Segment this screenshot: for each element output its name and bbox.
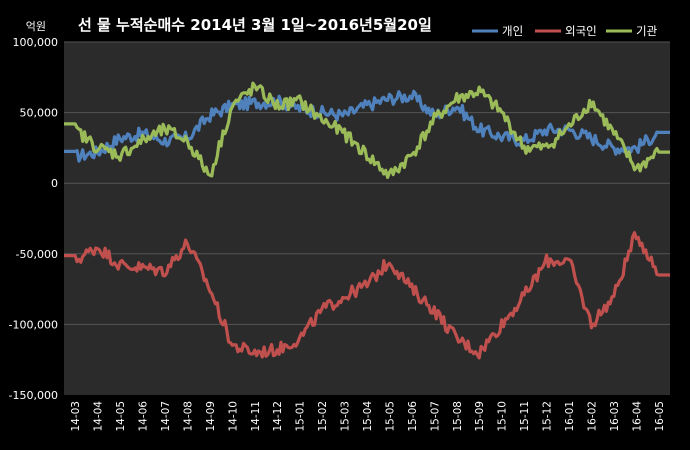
- y-axis: 100,000 50,000 0 -50,000 -100,000 -150,000: [9, 36, 58, 402]
- x-tick-label: 14-03: [70, 401, 82, 432]
- x-tick-label: 14-08: [182, 401, 194, 432]
- x-tick-label: 16-04: [631, 401, 643, 432]
- legend: 개인 외국인 기관: [472, 24, 658, 38]
- x-tick-label: 15-11: [519, 401, 531, 432]
- legend-entry: 기관: [636, 24, 658, 38]
- plot-area: [64, 42, 670, 395]
- x-tick-label: 15-05: [384, 401, 396, 432]
- unit-label: 억원: [26, 20, 46, 33]
- x-tick-label: 14-12: [272, 401, 284, 432]
- series-group: [64, 81, 670, 360]
- x-tick-label: 15-08: [452, 401, 464, 432]
- x-axis: 14-03 14-04 14-05 14-06 14-07 14-08 14-09 14-10…: [70, 401, 666, 432]
- x-tick-label: 14-05: [115, 401, 127, 432]
- y-tick-label: 0: [51, 177, 58, 190]
- series-line-1: [64, 231, 670, 360]
- x-tick-label: 14-10: [227, 401, 239, 432]
- x-tick-label: 14-09: [205, 401, 217, 432]
- x-tick-label: 14-11: [250, 401, 262, 432]
- x-tick-label: 15-01: [295, 401, 307, 432]
- legend-entry: 외국인: [565, 24, 597, 38]
- x-tick-label: 15-09: [474, 401, 486, 432]
- y-tick-label: -100,000: [9, 318, 58, 331]
- legend-entry: 개인: [502, 24, 523, 38]
- series-line-2: [64, 81, 670, 179]
- x-tick-label: 15-06: [407, 401, 419, 432]
- x-tick-label: 16-02: [586, 401, 598, 432]
- x-tick-label: 14-06: [138, 401, 150, 432]
- x-tick-label: 15-07: [429, 401, 441, 432]
- x-tick-label: 14-07: [160, 401, 172, 432]
- chart-title: 선 물 누적순매수 2014년 3월 1일~2016년5월20일: [78, 16, 432, 34]
- x-tick-label: 16-05: [654, 401, 666, 432]
- x-tick-label: 15-04: [362, 401, 374, 432]
- x-tick-label: 15-10: [497, 401, 509, 432]
- y-tick-label: 100,000: [13, 36, 59, 49]
- y-tick-label: -50,000: [16, 248, 58, 261]
- x-tick-label: 16-01: [564, 401, 576, 432]
- grid: [64, 41, 670, 325]
- y-tick-label: 50,000: [20, 107, 59, 120]
- x-tick-label: 15-03: [340, 401, 352, 432]
- x-tick-label: 14-04: [93, 401, 105, 432]
- x-tick-label: 15-02: [317, 401, 329, 432]
- x-tick-label: 16-03: [609, 401, 621, 432]
- y-tick-label: -150,000: [9, 389, 58, 402]
- x-tick-label: 15-12: [542, 401, 554, 432]
